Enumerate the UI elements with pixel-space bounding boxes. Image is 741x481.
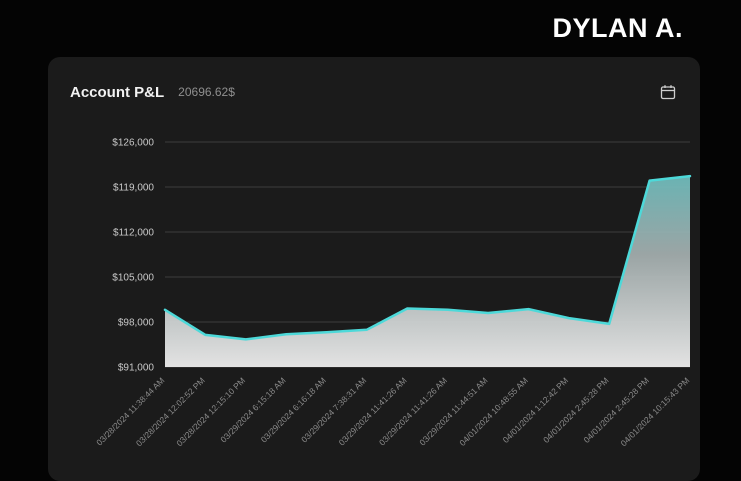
y-tick-label: $119,000 <box>113 183 154 194</box>
x-tick-label: 03/29/2024 11:41:26 AM <box>377 375 449 447</box>
x-tick-label: 03/28/2024 11:38:44 AM <box>94 375 166 447</box>
area-fill <box>165 176 690 367</box>
main-content: Account P&L 20696.62$ <box>0 57 741 481</box>
y-tick-label: $112,000 <box>113 228 154 239</box>
calendar-icon <box>660 85 676 100</box>
pnl-chart: $126,000 $119,000 $112,000 $105,000 $98,000 $… <box>70 117 691 467</box>
x-tick-label: 04/01/2024 10:48:55 AM <box>457 375 530 448</box>
brand-name: DYLAN A. <box>552 13 683 43</box>
card-header: Account P&L 20696.62$ <box>70 75 678 109</box>
account-pnl-value: 20696.62$ <box>178 85 235 99</box>
y-tick-label: $91,000 <box>118 363 155 374</box>
x-tick-label: 03/28/2024 12:02:52 PM <box>134 375 207 448</box>
y-tick-label: $126,000 <box>112 138 154 149</box>
pnl-area-chart: $126,000 $119,000 $112,000 $105,000 $98,000 $… <box>94 138 692 449</box>
x-tick-label: 04/01/2024 10:15:43 PM <box>619 375 692 448</box>
pnl-line <box>163 174 692 341</box>
calendar-button[interactable] <box>658 82 678 102</box>
account-pnl-card: Account P&L 20696.62$ <box>48 57 700 481</box>
x-tick-label: 03/29/2024 11:41:26 AM <box>337 375 409 447</box>
y-tick-label: $105,000 <box>112 273 154 284</box>
x-tick-label: 03/29/2024 11:44:51 AM <box>417 375 489 447</box>
page-header: DYLAN A. <box>0 0 741 57</box>
card-title: Account P&L <box>70 83 165 101</box>
x-tick-label: 03/28/2024 12:15:10 PM <box>174 375 247 448</box>
y-tick-label: $98,000 <box>118 318 155 329</box>
